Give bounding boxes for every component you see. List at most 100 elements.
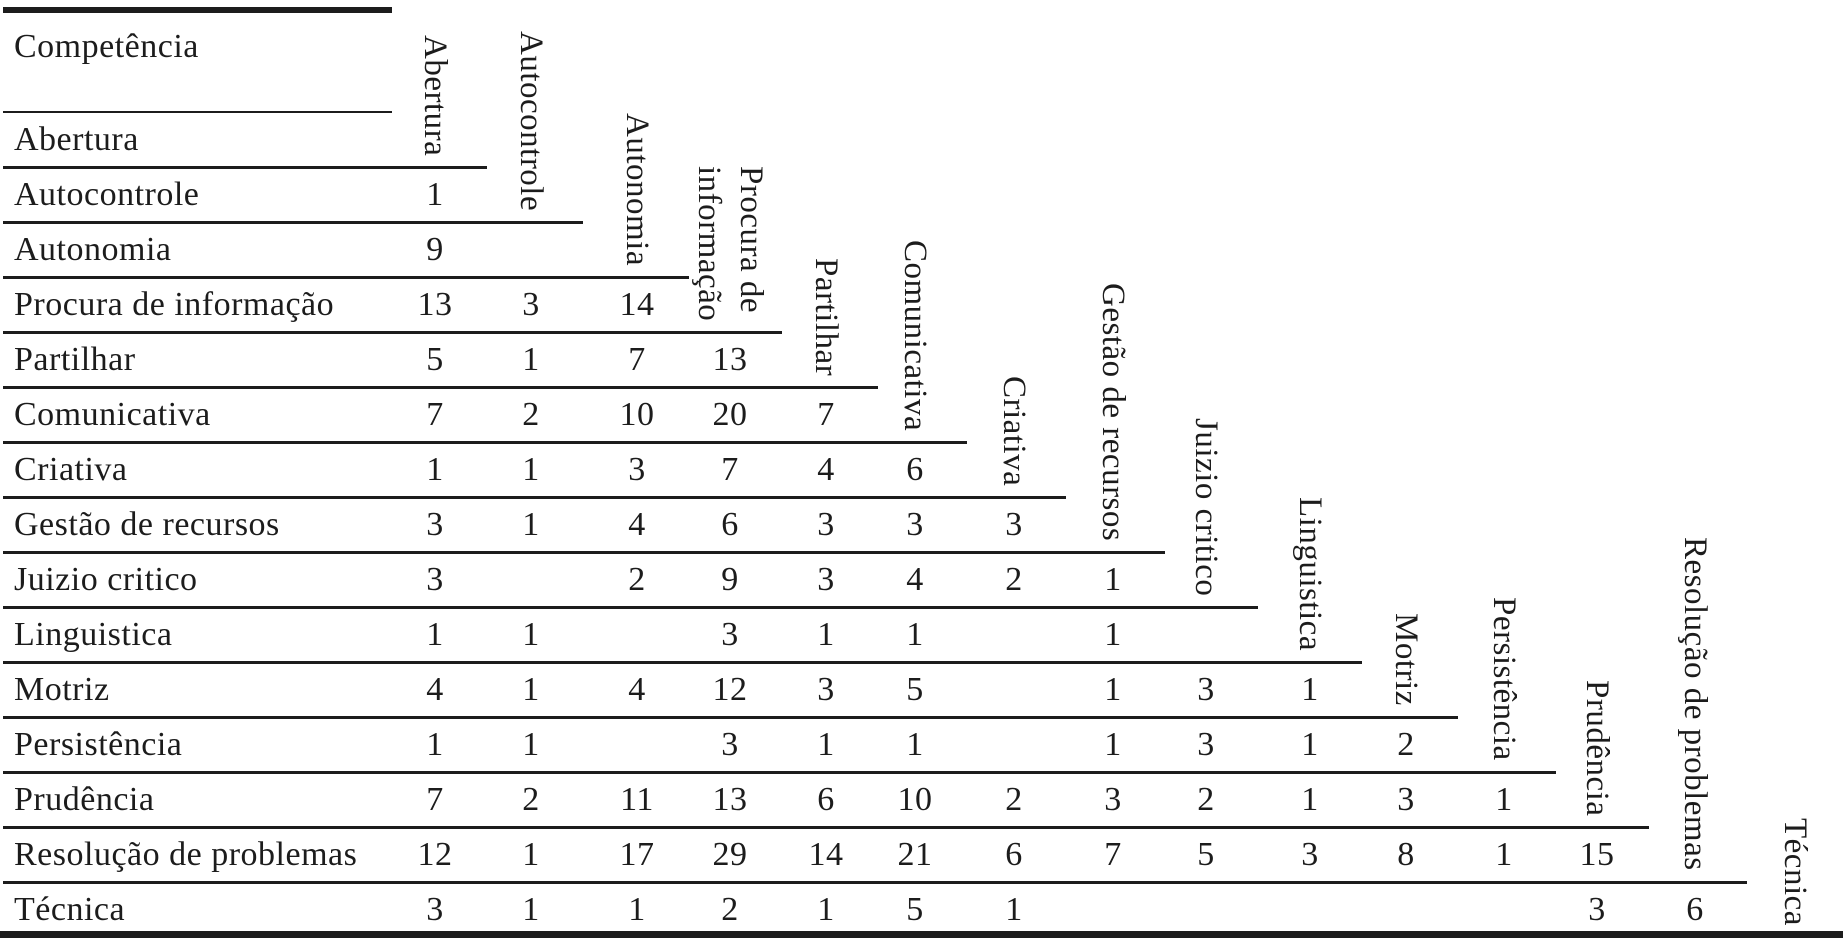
- row-label-tecnica: Técnica: [14, 891, 126, 928]
- matrix-cell: 3: [1397, 781, 1415, 818]
- row-label-linguistica: Linguistica: [14, 616, 173, 653]
- stair-rule: [3, 551, 1165, 554]
- matrix-cell: 1: [906, 616, 924, 653]
- matrix-cell: 1: [426, 616, 444, 653]
- matrix-cell: 1: [522, 891, 540, 928]
- stair-rule: [3, 826, 1649, 829]
- row-label-criativa: Criativa: [14, 451, 128, 488]
- matrix-cell: 14: [619, 286, 655, 323]
- matrix-cell: 10: [619, 396, 655, 433]
- matrix-cell: 1: [906, 726, 924, 763]
- column-header-linguistica: Linguistica: [1292, 497, 1329, 651]
- matrix-cell: 11: [620, 781, 654, 818]
- row-label-autocontrole: Autocontrole: [14, 176, 200, 213]
- matrix-cell: 1: [522, 506, 540, 543]
- matrix-cell: 1: [522, 341, 540, 378]
- matrix-cell: 2: [628, 561, 646, 598]
- matrix-cell: 3: [1005, 506, 1023, 543]
- matrix-cell: 6: [721, 506, 739, 543]
- matrix-cell: 2: [721, 891, 739, 928]
- matrix-cell: 5: [1197, 836, 1215, 873]
- matrix-cell: 1: [817, 891, 835, 928]
- row-label-resolucao-de-problemas: Resolução de problemas: [14, 836, 358, 873]
- matrix-cell: 1: [522, 616, 540, 653]
- column-header-persistencia: Persistência: [1486, 597, 1523, 761]
- stair-rule: [3, 771, 1556, 774]
- matrix-cell: 1: [522, 726, 540, 763]
- matrix-cell: 3: [426, 891, 444, 928]
- column-header-comunicativa: Comunicativa: [897, 239, 934, 431]
- matrix-cell: 3: [817, 671, 835, 708]
- matrix-cell: 3: [1301, 836, 1319, 873]
- corner-header-competencia: Competência: [14, 28, 199, 65]
- row-label-motriz: Motriz: [14, 671, 110, 708]
- row-label-gestao-de-recursos: Gestão de recursos: [14, 506, 280, 543]
- matrix-cell: 1: [522, 836, 540, 873]
- matrix-cell: 5: [426, 341, 444, 378]
- matrix-cell: 3: [1197, 671, 1215, 708]
- matrix-cell: 2: [522, 781, 540, 818]
- matrix-cell: 15: [1579, 836, 1615, 873]
- matrix-cell: 1: [1104, 726, 1122, 763]
- matrix-cell: 3: [721, 726, 739, 763]
- matrix-cell: 4: [817, 451, 835, 488]
- row-label-persistencia: Persistência: [14, 726, 183, 763]
- matrix-cell: 4: [628, 671, 646, 708]
- matrix-cell: 1: [426, 176, 444, 213]
- matrix-cell: 2: [522, 396, 540, 433]
- matrix-cell: 13: [417, 286, 453, 323]
- stair-rule: [3, 881, 1747, 884]
- matrix-cell: 3: [1588, 891, 1606, 928]
- row-label-juizio-critico: Juizio critico: [14, 561, 198, 598]
- matrix-cell: 6: [817, 781, 835, 818]
- matrix-cell: 1: [1005, 891, 1023, 928]
- stair-rule: [3, 331, 782, 334]
- matrix-cell: 1: [1495, 836, 1513, 873]
- matrix-cell: 3: [1197, 726, 1215, 763]
- matrix-cell: 1: [426, 451, 444, 488]
- matrix-cell: 12: [417, 836, 453, 873]
- table-top-rule: [3, 7, 392, 13]
- matrix-cell: 2: [1197, 781, 1215, 818]
- stair-rule: [3, 606, 1258, 609]
- column-header-resolucao-de-problemas: Resolução de problemas: [1677, 537, 1714, 871]
- matrix-cell: 10: [897, 781, 933, 818]
- matrix-cell: 1: [522, 451, 540, 488]
- row-label-autonomia: Autonomia: [14, 231, 172, 268]
- matrix-cell: 3: [426, 506, 444, 543]
- stair-rule: [3, 276, 689, 279]
- stair-rule: [3, 496, 1066, 499]
- matrix-cell: 2: [1005, 561, 1023, 598]
- matrix-cell: 5: [906, 671, 924, 708]
- stair-rule: [3, 386, 878, 389]
- matrix-cell: 6: [1686, 891, 1704, 928]
- matrix-cell: 9: [721, 561, 739, 598]
- column-header-motriz: Motriz: [1388, 613, 1425, 706]
- column-header-tecnica: Técnica: [1777, 818, 1814, 926]
- matrix-cell: 13: [712, 341, 748, 378]
- matrix-cell: 3: [817, 506, 835, 543]
- matrix-cell: 7: [1104, 836, 1122, 873]
- matrix-cell: 6: [906, 451, 924, 488]
- matrix-cell: 14: [808, 836, 844, 873]
- matrix-cell: 1: [426, 726, 444, 763]
- column-header-juizio-critico: Juizio critico: [1188, 417, 1225, 596]
- matrix-cell: 13: [712, 781, 748, 818]
- row-label-partilhar: Partilhar: [14, 341, 136, 378]
- matrix-cell: 17: [619, 836, 655, 873]
- table-bottom-rule: [0, 931, 1843, 938]
- matrix-cell: 29: [712, 836, 748, 873]
- matrix-cell: 3: [817, 561, 835, 598]
- matrix-cell: 2: [1397, 726, 1415, 763]
- matrix-cell: 4: [906, 561, 924, 598]
- matrix-cell: 20: [712, 396, 748, 433]
- matrix-cell: 3: [906, 506, 924, 543]
- matrix-cell: 3: [522, 286, 540, 323]
- matrix-cell: 3: [426, 561, 444, 598]
- matrix-cell: 4: [628, 506, 646, 543]
- matrix-cell: 21: [897, 836, 933, 873]
- matrix-cell: 6: [1005, 836, 1023, 873]
- matrix-cell: 3: [628, 451, 646, 488]
- column-header-procura-de-informacao: Procura de informação: [691, 165, 770, 321]
